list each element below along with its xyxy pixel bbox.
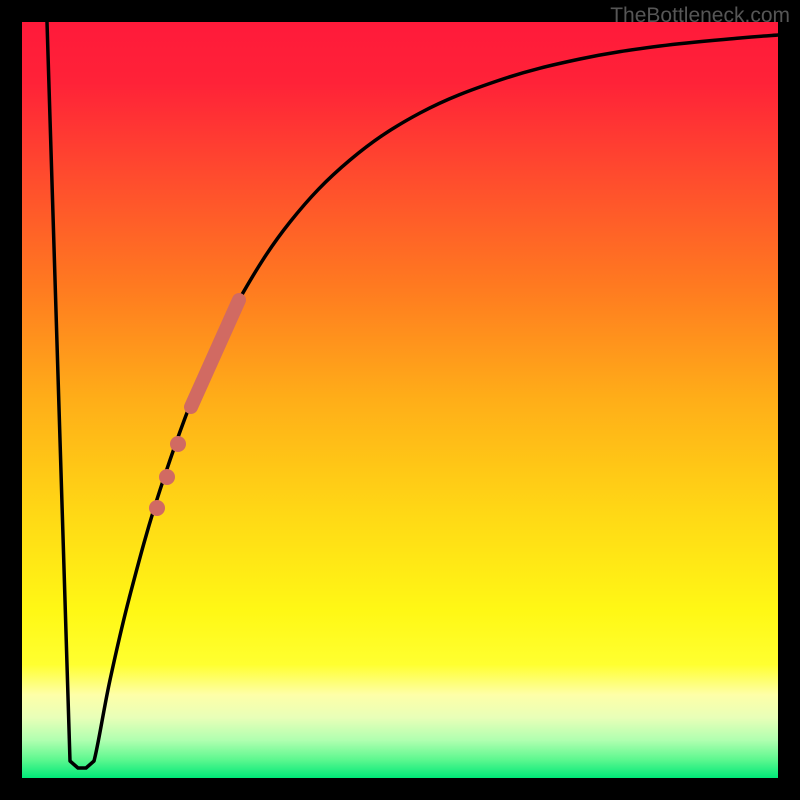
chart-container: TheBottleneck.com — [0, 0, 800, 800]
bottleneck-chart — [0, 0, 800, 800]
marker-dot — [149, 500, 165, 516]
marker-dot — [170, 436, 186, 452]
attribution-text: TheBottleneck.com — [610, 4, 790, 28]
chart-plot-background — [22, 22, 778, 778]
marker-dot — [159, 469, 175, 485]
